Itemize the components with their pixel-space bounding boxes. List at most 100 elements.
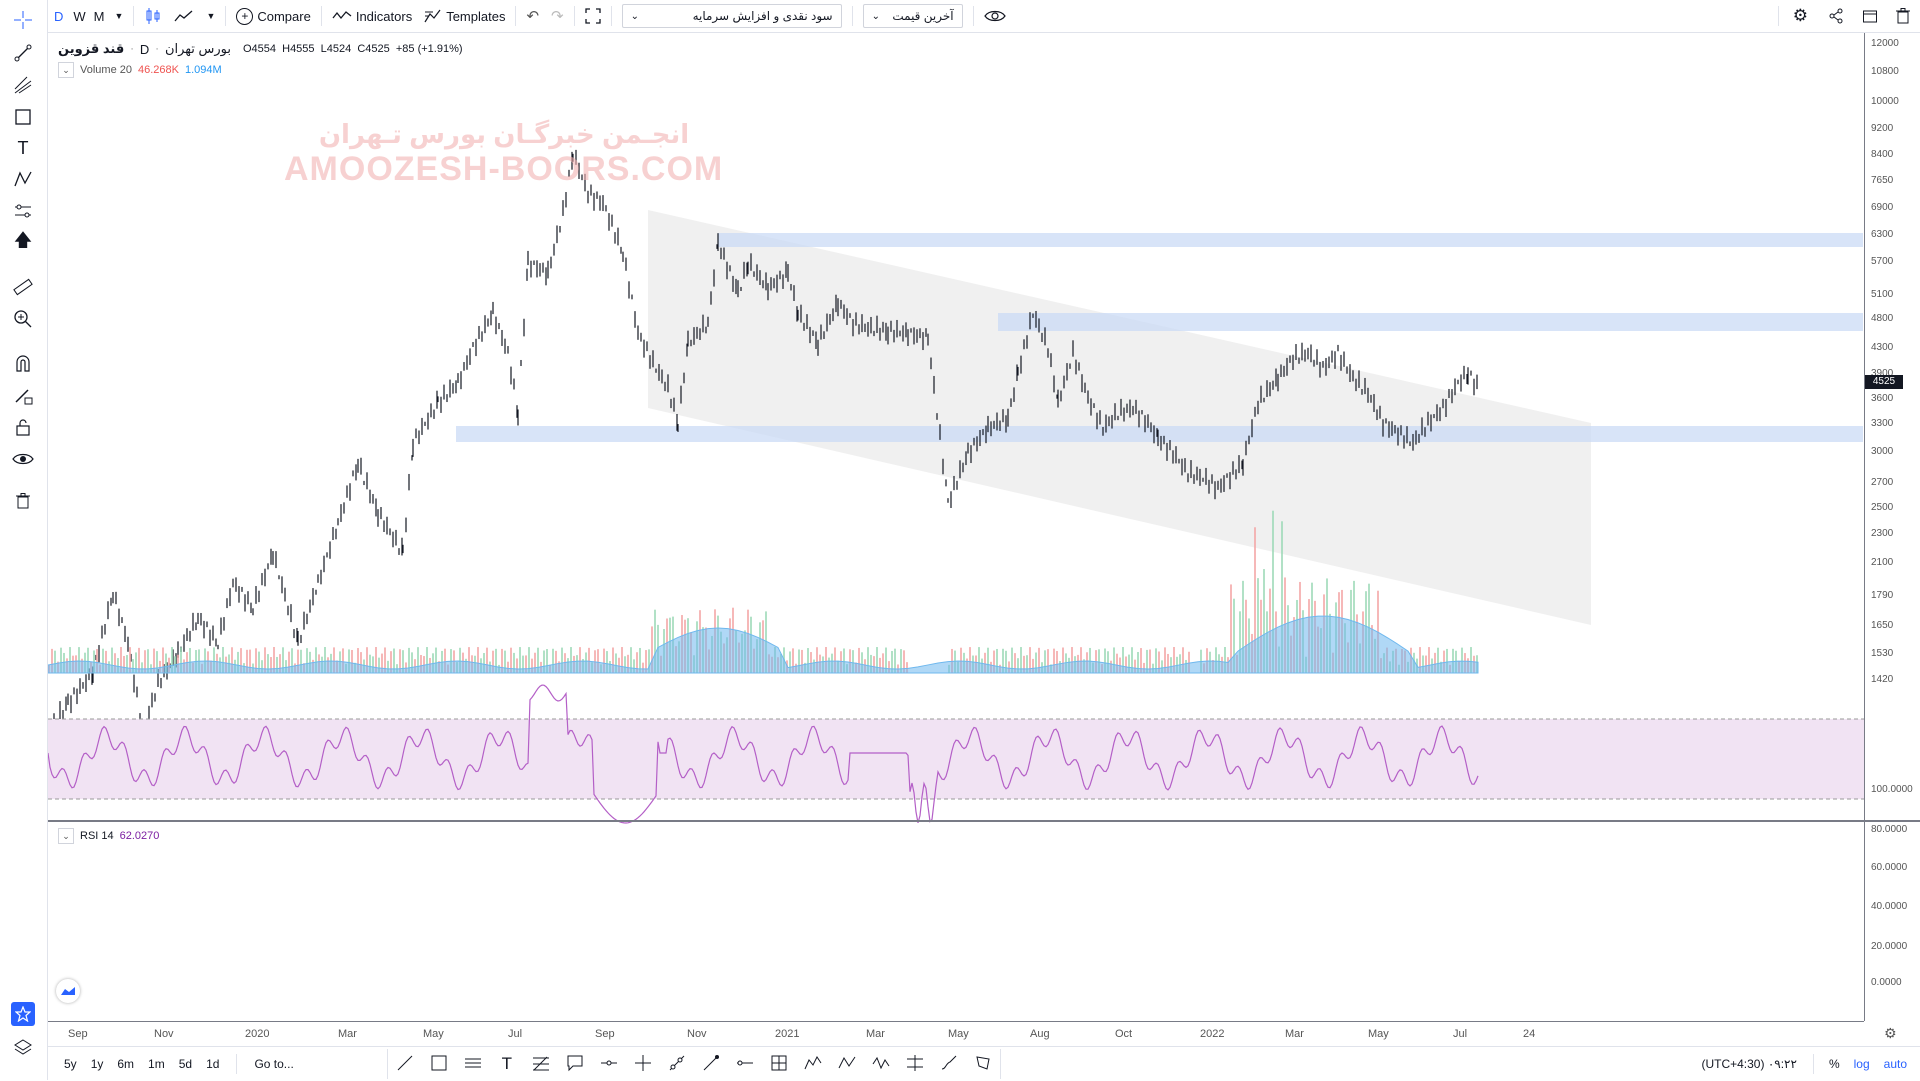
timezone-clock[interactable]: ۰۹:۲۲ (UTC+4:30) xyxy=(1701,1057,1797,1071)
log-scale-button[interactable]: log xyxy=(1853,1057,1870,1071)
undo-icon[interactable]: ↶ xyxy=(526,8,540,25)
rsi-tick-label: 0.0000 xyxy=(1871,977,1902,988)
goto-button[interactable]: Go to... xyxy=(254,1057,294,1071)
range-5y-button[interactable]: 5y xyxy=(64,1057,77,1071)
interval-d-button[interactable]: D xyxy=(54,8,64,24)
eye-icon[interactable] xyxy=(10,448,36,470)
collapse-legend-button[interactable]: ⌄ xyxy=(58,62,74,78)
zoom-in-icon[interactable] xyxy=(10,308,36,330)
elliott-wave-icon[interactable] xyxy=(864,1054,898,1075)
fib-tool-icon[interactable] xyxy=(524,1054,558,1075)
crosshair-icon[interactable] xyxy=(10,9,36,31)
watermark-latin: AMOOZESH-BOORS.COM xyxy=(284,150,724,188)
volume-bar xyxy=(132,659,134,673)
trash-icon[interactable] xyxy=(1886,0,1920,32)
callout-icon[interactable] xyxy=(558,1054,592,1075)
separator xyxy=(133,6,135,26)
volume-bar xyxy=(1080,647,1082,673)
pattern-icon[interactable] xyxy=(10,168,36,190)
price-tick-label: 3900 xyxy=(1871,368,1894,379)
pattern-tool-icon[interactable] xyxy=(966,1054,1000,1075)
parallel-channel-icon[interactable] xyxy=(456,1054,490,1075)
volume-bar xyxy=(861,652,863,673)
ruler-icon[interactable] xyxy=(10,276,36,298)
range-1d-button[interactable]: 1d xyxy=(206,1057,220,1071)
lock-drawings-icon[interactable] xyxy=(10,384,36,406)
interval-m-button[interactable]: M xyxy=(93,8,105,24)
magnet-icon[interactable] xyxy=(10,352,36,374)
time-axis[interactable]: Sep Nov 2020 Mar May Jul Sep Nov 2021 Mar May Aug Oc… xyxy=(48,1021,1864,1046)
layers-icon[interactable] xyxy=(10,1036,36,1058)
range-1y-button[interactable]: 1y xyxy=(90,1057,104,1071)
brush-icon[interactable] xyxy=(932,1054,966,1075)
chart-type-dropdown-icon[interactable]: ▼ xyxy=(206,11,216,21)
indicators-button[interactable]: Indicators xyxy=(326,0,418,32)
auto-scale-button[interactable]: auto xyxy=(1883,1057,1907,1071)
interval-dropdown-icon[interactable]: ▼ xyxy=(114,11,124,21)
range-6m-button[interactable]: 6m xyxy=(117,1057,135,1071)
horizontal-ray-icon[interactable] xyxy=(592,1054,626,1075)
range-1m-button[interactable]: 1m xyxy=(148,1057,165,1071)
share-icon[interactable] xyxy=(1818,0,1854,32)
trash-icon[interactable] xyxy=(10,490,36,512)
redo-icon[interactable]: ↷ xyxy=(551,8,564,25)
rectangle-tool-icon[interactable] xyxy=(422,1054,456,1075)
pitchfork-icon[interactable] xyxy=(10,74,36,96)
range-5d-button[interactable]: 5d xyxy=(178,1057,193,1071)
abcd-pattern-icon[interactable] xyxy=(830,1054,864,1075)
volume-bar xyxy=(1446,648,1448,673)
text-tool-icon[interactable]: T xyxy=(501,1054,512,1073)
calendar-icon[interactable] xyxy=(1854,0,1886,32)
horizontal-line-icon[interactable] xyxy=(728,1054,762,1075)
volume-bar xyxy=(306,648,308,673)
ray-icon[interactable] xyxy=(660,1054,694,1075)
date-price-range-icon[interactable] xyxy=(898,1054,932,1075)
support-zone xyxy=(456,426,1863,442)
favorites-star-icon[interactable] xyxy=(11,1002,35,1026)
line-chart-icon[interactable] xyxy=(168,0,200,32)
volume-bar xyxy=(543,650,545,673)
cross-line-icon[interactable] xyxy=(626,1054,660,1075)
price-tick-label: 4800 xyxy=(1871,313,1894,324)
gann-box-icon[interactable] xyxy=(762,1054,796,1075)
time-tick-label: May xyxy=(423,1028,444,1040)
rsi-name: RSI 14 xyxy=(80,830,114,842)
dividends-dropdown[interactable]: ⌄ سود نقدی و افزایش سرمایه xyxy=(621,4,842,28)
volume-bar xyxy=(1071,647,1073,673)
rectangle-icon[interactable] xyxy=(10,106,36,128)
percent-scale-button[interactable]: % xyxy=(1828,1057,1840,1071)
text-icon[interactable]: T xyxy=(17,137,29,158)
volume-bar xyxy=(372,656,374,673)
volume-bar xyxy=(1422,655,1424,673)
price-source-dropdown[interactable]: ⌄ آخرین قیمت xyxy=(862,4,963,28)
price-chart[interactable] xyxy=(48,33,1864,1021)
line-tool-icon[interactable] xyxy=(388,1054,422,1075)
collapse-rsi-button[interactable]: ⌄ xyxy=(58,828,74,844)
volume-bar xyxy=(366,647,368,673)
chart-area[interactable]: انجـمن خبرگـان بورس تـهران AMOOZESH-BOOR… xyxy=(48,33,1864,1021)
unlock-icon[interactable] xyxy=(10,416,36,438)
elliott-impulse-icon[interactable] xyxy=(796,1054,830,1075)
volume-bar xyxy=(426,647,428,673)
trend-line-icon[interactable] xyxy=(10,42,36,64)
volume-bar xyxy=(315,647,317,673)
candles-icon[interactable] xyxy=(138,0,168,32)
tradingview-logo-icon[interactable] xyxy=(56,979,80,1003)
axis-settings-icon[interactable]: ⚙ xyxy=(1884,1025,1897,1041)
volume-bar xyxy=(1029,647,1031,673)
eye-icon[interactable] xyxy=(978,0,1012,32)
price-axis[interactable]: 12000 10800 10000 9200 8400 7650 6900 6300 5700 5… xyxy=(1864,33,1920,1021)
gear-icon[interactable]: ⚙ xyxy=(1792,6,1808,25)
templates-button[interactable]: Templates xyxy=(418,0,511,32)
fullscreen-icon[interactable] xyxy=(579,0,607,32)
volume-bar xyxy=(285,660,287,673)
price-tick-label: 4300 xyxy=(1871,342,1894,353)
arrow-tool-icon[interactable] xyxy=(694,1054,728,1075)
prediction-icon[interactable] xyxy=(10,200,36,222)
compare-button[interactable]: + Compare xyxy=(230,0,316,32)
arrow-up-icon[interactable]: 🡅 xyxy=(13,230,33,250)
interval-w-button[interactable]: W xyxy=(73,8,86,24)
time-tick-label: Jul xyxy=(508,1028,523,1040)
volume-bar xyxy=(1452,648,1454,673)
pane-divider[interactable] xyxy=(48,820,1920,822)
